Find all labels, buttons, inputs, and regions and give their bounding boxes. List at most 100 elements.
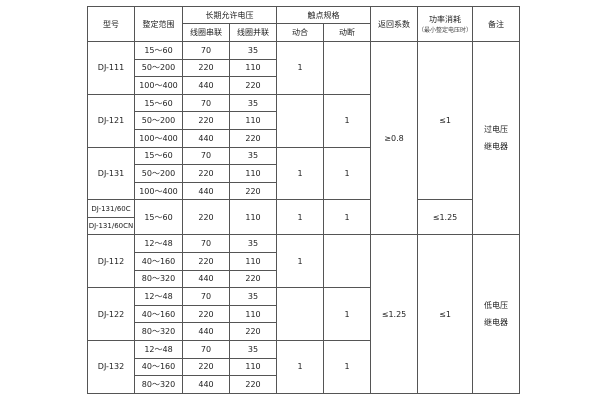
- parallel-voltage-cell: 220: [229, 181, 277, 201]
- header-remark: 备注: [472, 6, 521, 42]
- return-coefficient-cell: ≥0.8: [370, 40, 418, 236]
- table-row: DJ-122 12～48 70 35 1: [87, 287, 520, 341]
- parallel-voltage-cell: 220: [229, 375, 277, 394]
- header-model: 型号: [87, 6, 135, 42]
- parallel-voltage-cell: 110: [229, 111, 277, 130]
- remark-cell: 低电压 继电器: [472, 234, 521, 394]
- range-cell: 100～400: [134, 128, 183, 148]
- parallel-voltage-cell: 220: [229, 322, 277, 341]
- remark-text: 继电器: [484, 318, 509, 328]
- range-cell: 12～48: [134, 234, 183, 253]
- header-parallel: 线圈并联: [229, 23, 277, 42]
- range-cell: 50～200: [134, 164, 183, 183]
- series-voltage-cell: 70: [182, 146, 230, 166]
- table-row: 80～320 440 220: [88, 375, 520, 394]
- model-cell: DJ-112: [87, 234, 135, 289]
- range-cell: 15～60: [134, 199, 183, 236]
- header-series: 线圈串联: [182, 23, 230, 42]
- range-cell: 15～60: [134, 146, 183, 166]
- series-voltage-cell: 440: [182, 76, 230, 95]
- model-cell: DJ-122: [87, 287, 135, 341]
- relay-spec-table: 型号 整定范围 长期允许电压 触点规格 返回系数 功率消耗 （最小整定电压时） 备…: [87, 6, 521, 394]
- table-row: DJ-111 15～60 70 35 1 ≥0.8 ≤1 过电压 继电器: [87, 40, 521, 236]
- range-cell: 80～320: [134, 375, 183, 394]
- header-voltage: 长期允许电压: [182, 6, 277, 24]
- make-contact-cell: 1: [276, 339, 324, 394]
- parallel-voltage-cell: 35: [229, 146, 277, 166]
- range-cell: 50～200: [134, 58, 183, 78]
- parallel-voltage-cell: 35: [229, 41, 277, 60]
- table-row: 50～200 220 110: [88, 111, 520, 130]
- range-cell: 15～60: [134, 93, 183, 113]
- range-cell: 100～400: [134, 181, 183, 201]
- header-range: 整定范围: [134, 6, 183, 42]
- model-cell: DJ-111: [87, 41, 135, 95]
- range-cell: 40～160: [134, 251, 183, 271]
- table-row: DJ-121 15～60 70 35 1: [87, 93, 520, 148]
- series-voltage-cell: 220: [182, 357, 230, 377]
- parallel-voltage-cell: 110: [229, 357, 277, 377]
- parallel-voltage-cell: 110: [229, 304, 277, 324]
- parallel-voltage-cell: 220: [229, 76, 277, 95]
- series-voltage-cell: 70: [182, 234, 230, 253]
- header-contact: 触点规格: [276, 6, 371, 24]
- range-cell: 12～48: [134, 287, 183, 306]
- table-row: 100～400 440 220: [88, 181, 520, 201]
- parallel-voltage-cell: 110: [229, 58, 277, 78]
- series-voltage-cell: 440: [182, 375, 230, 394]
- break-contact-cell: 1: [323, 146, 371, 201]
- break-contact-cell: [323, 41, 371, 95]
- series-voltage-cell: 70: [182, 93, 230, 113]
- series-voltage-cell: 70: [182, 339, 230, 359]
- break-contact-cell: [323, 234, 371, 289]
- header-power-sub: （最小整定电压时）: [418, 27, 473, 34]
- series-voltage-cell: 440: [182, 128, 230, 148]
- model-cell: DJ-131: [87, 146, 135, 201]
- remark-text: 继电器: [484, 142, 509, 152]
- series-voltage-cell: 440: [182, 322, 230, 341]
- range-cell: 80～320: [134, 322, 183, 341]
- table-row: DJ-131 15～60 70 35 1 1: [87, 146, 520, 201]
- range-cell: 40～160: [134, 304, 183, 324]
- break-contact-cell: 1: [323, 339, 371, 394]
- make-contact-cell: [276, 93, 324, 148]
- range-cell: 100～400: [134, 76, 183, 95]
- series-voltage-cell: 440: [182, 269, 230, 289]
- break-contact-cell: 1: [323, 199, 371, 236]
- make-contact-cell: 1: [276, 199, 324, 236]
- header-break: 动断: [323, 23, 371, 42]
- parallel-voltage-cell: 35: [229, 234, 277, 253]
- table-row: 50～200 220 110: [88, 58, 520, 78]
- table-row: DJ-131/60C 15～60 220 110 1 1 ≤1.25: [87, 199, 520, 236]
- table-row: DJ-112 12～48 70 35 1 ≤1.25 ≤1 低电压 继电器: [87, 234, 521, 394]
- make-contact-cell: 1: [276, 146, 324, 201]
- range-cell: 15～60: [134, 41, 183, 60]
- make-contact-cell: 1: [276, 234, 324, 289]
- remark-cell: 过电压 继电器: [472, 40, 521, 236]
- make-contact-cell: 1: [276, 41, 324, 95]
- series-voltage-cell: 70: [182, 41, 230, 60]
- table-row: 80～320 440 220: [88, 322, 520, 341]
- table-row: 40～160 220 110: [88, 304, 520, 324]
- range-cell: 40～160: [134, 357, 183, 377]
- parallel-voltage-cell: 220: [229, 269, 277, 289]
- range-cell: 80～320: [134, 269, 183, 289]
- power-cell: ≤1: [416, 234, 474, 394]
- remark-text: 过电压: [484, 125, 509, 135]
- series-voltage-cell: 220: [182, 58, 230, 78]
- parallel-voltage-cell: 35: [229, 287, 277, 306]
- parallel-voltage-cell: 110: [229, 164, 277, 183]
- remark-text: 低电压: [484, 301, 509, 311]
- series-voltage-cell: 440: [182, 181, 230, 201]
- parallel-voltage-cell: 35: [229, 339, 277, 359]
- break-contact-cell: 1: [323, 93, 371, 148]
- model-cell: DJ-132: [87, 339, 135, 394]
- header-make: 动合: [276, 23, 324, 42]
- power-cell: ≤1.25: [416, 199, 474, 236]
- parallel-voltage-cell: 110: [229, 199, 277, 236]
- power-cell: ≤1: [416, 40, 474, 201]
- series-voltage-cell: 220: [182, 199, 230, 236]
- model-cell: DJ-131/60C: [87, 199, 135, 218]
- header-power: 功率消耗 （最小整定电压时）: [416, 6, 474, 42]
- series-voltage-cell: 220: [182, 164, 230, 183]
